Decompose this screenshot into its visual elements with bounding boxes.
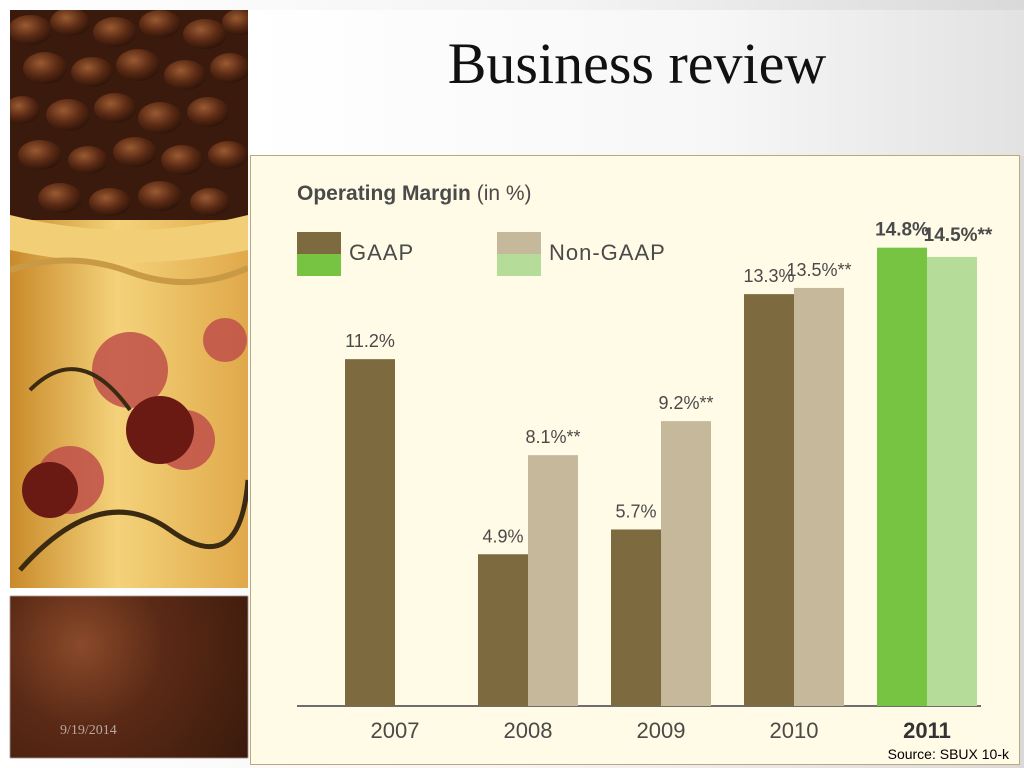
slide-date: 9/19/2014 [60, 723, 117, 738]
legend-swatch-non-gaap [497, 232, 541, 276]
bar-non-gaap-2008 [528, 455, 578, 706]
chart-title: Operating Margin (in %) [297, 182, 532, 206]
coffee-beans-blur-photo [10, 596, 248, 758]
data-label-non-gaap-2008: 8.1%** [525, 427, 580, 447]
bar-chart: 11.2% 2007 4.9% 8.1%** 2008 5.7% 9.2%** 2009 13.… [297, 220, 993, 743]
bar-gaap-2011 [877, 247, 927, 706]
chart-panel: Operating Margin (in %) GAAP Non-GAAP 11… [250, 155, 1020, 765]
x-tick-label-2007: 2007 [371, 718, 420, 743]
source-note: Source: SBUX 10-k [887, 746, 1009, 762]
data-label-non-gaap-2010: 13.5%** [786, 260, 851, 280]
x-tick-label-2009: 2009 [637, 718, 686, 743]
title-band [248, 10, 1024, 156]
bar-gaap-2007 [345, 359, 395, 706]
data-label-gaap-2010: 13.3% [743, 266, 794, 286]
data-label-gaap-2011: 14.8% [875, 220, 929, 241]
data-label-gaap-2008: 4.9% [482, 526, 523, 546]
bar-gaap-2009 [611, 529, 661, 706]
legend-label-non-gaap: Non-GAAP [549, 240, 666, 265]
bar-non-gaap-2009 [661, 421, 711, 706]
chart-title-text: Operating Margin [297, 182, 471, 205]
bar-gaap-2010 [744, 294, 794, 706]
data-label-gaap-2009: 5.7% [615, 501, 656, 521]
data-label-non-gaap-2009: 9.2%** [658, 393, 713, 413]
legend-item-gaap: GAAP [297, 232, 517, 276]
data-label-gaap-2007: 11.2% [345, 331, 395, 351]
coffee-cup-photo [10, 10, 248, 588]
x-tick-label-2008: 2008 [504, 718, 553, 743]
bar-non-gaap-2011 [927, 256, 977, 706]
legend-label-gaap: GAAP [349, 240, 415, 265]
legend-swatch-gaap [297, 232, 341, 276]
x-tick-label-2010: 2010 [770, 718, 819, 743]
data-label-non-gaap-2011: 14.5%** [924, 225, 993, 246]
bar-non-gaap-2010 [794, 287, 844, 706]
slide-title: Business review [447, 31, 827, 96]
legend-item-non-gaap: Non-GAAP [497, 232, 717, 276]
chart-title-unit: (in %) [476, 182, 532, 205]
bar-gaap-2008 [478, 554, 528, 706]
x-tick-label-2011: 2011 [903, 718, 951, 743]
